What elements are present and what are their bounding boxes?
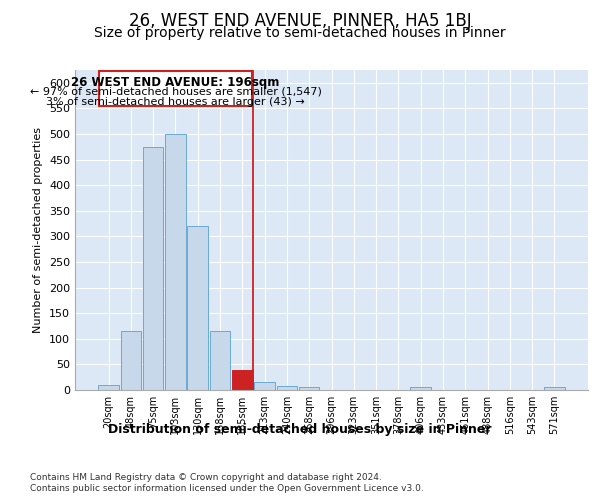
Bar [165,134,186,390]
Bar [232,370,253,390]
Bar [143,147,163,390]
Bar [544,388,565,390]
Bar [121,331,141,390]
Text: 3% of semi-detached houses are larger (43) →: 3% of semi-detached houses are larger (4… [46,96,305,106]
Bar [410,388,431,390]
Text: Contains public sector information licensed under the Open Government Licence v3: Contains public sector information licen… [30,484,424,493]
Bar [210,331,230,390]
Text: ← 97% of semi-detached houses are smaller (1,547): ← 97% of semi-detached houses are smalle… [29,86,322,97]
Bar [187,226,208,390]
Bar [254,382,275,390]
Text: Size of property relative to semi-detached houses in Pinner: Size of property relative to semi-detach… [94,26,506,40]
Bar [98,385,119,390]
Text: 26 WEST END AVENUE: 196sqm: 26 WEST END AVENUE: 196sqm [71,76,280,89]
FancyBboxPatch shape [98,71,253,106]
Text: Contains HM Land Registry data © Crown copyright and database right 2024.: Contains HM Land Registry data © Crown c… [30,472,382,482]
Bar [277,386,297,390]
Text: Distribution of semi-detached houses by size in Pinner: Distribution of semi-detached houses by … [108,422,492,436]
Bar [299,388,319,390]
Text: 26, WEST END AVENUE, PINNER, HA5 1BJ: 26, WEST END AVENUE, PINNER, HA5 1BJ [128,12,472,30]
Y-axis label: Number of semi-detached properties: Number of semi-detached properties [34,127,43,333]
